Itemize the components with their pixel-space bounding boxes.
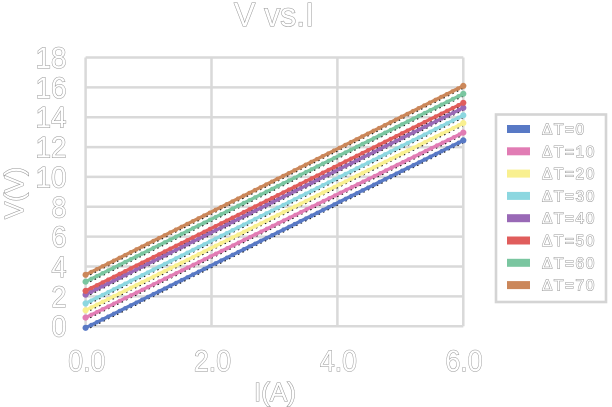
svg-text:4.0: 4.0 [320, 345, 357, 378]
svg-text:ΔT=60: ΔT=60 [542, 255, 596, 272]
svg-text:V vs.I: V vs.I [234, 0, 314, 33]
svg-text:ΔT=0: ΔT=0 [542, 122, 586, 139]
svg-text:6: 6 [52, 221, 67, 254]
svg-text:ΔT=70: ΔT=70 [542, 278, 596, 295]
svg-text:0.0: 0.0 [68, 345, 105, 378]
svg-text:V(V): V(V) [0, 167, 29, 219]
svg-text:6.0: 6.0 [446, 345, 483, 378]
svg-text:2.0: 2.0 [194, 345, 231, 378]
svg-text:ΔT=50: ΔT=50 [542, 233, 596, 250]
svg-text:2: 2 [52, 281, 67, 314]
svg-text:8: 8 [52, 191, 67, 224]
svg-text:18: 18 [36, 42, 67, 75]
svg-text:ΔT=10: ΔT=10 [542, 144, 596, 161]
svg-text:14: 14 [36, 102, 67, 135]
svg-text:12: 12 [36, 132, 67, 165]
svg-text:16: 16 [36, 72, 67, 105]
svg-text:10: 10 [36, 161, 67, 194]
svg-text:ΔT=30: ΔT=30 [542, 188, 596, 205]
svg-text:ΔT=20: ΔT=20 [542, 166, 596, 183]
svg-text:4: 4 [52, 251, 67, 284]
svg-text:ΔT=40: ΔT=40 [542, 211, 596, 228]
svg-text:I(A): I(A) [254, 377, 296, 407]
svg-text:0: 0 [52, 311, 67, 344]
